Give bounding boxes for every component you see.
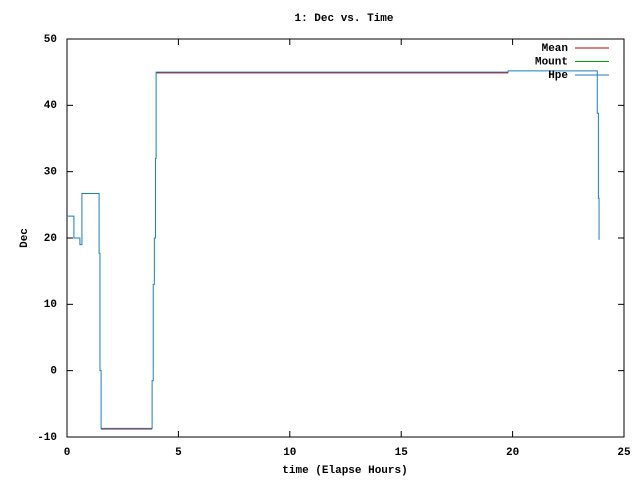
x-tick-label: 10 bbox=[283, 447, 296, 459]
x-tick-label: 15 bbox=[395, 447, 409, 459]
y-axis-label: Dec bbox=[19, 228, 31, 248]
y-tick-label: 40 bbox=[44, 100, 57, 112]
y-tick-label: 20 bbox=[44, 233, 57, 245]
series-line bbox=[67, 70, 600, 429]
series-line bbox=[101, 72, 509, 430]
x-tick-label: 20 bbox=[506, 447, 519, 459]
x-axis-label: time (Elapse Hours) bbox=[282, 465, 407, 477]
y-tick-label: 0 bbox=[50, 366, 57, 378]
chart-title: 1: Dec vs. Time bbox=[294, 13, 393, 25]
x-tick-label: 5 bbox=[175, 447, 182, 459]
y-tick-label: 30 bbox=[44, 167, 57, 179]
y-tick-label: 10 bbox=[44, 299, 57, 311]
x-tick-label: 25 bbox=[617, 447, 631, 459]
legend-label: Hpe bbox=[548, 70, 568, 82]
legend-label: Mean bbox=[542, 43, 568, 55]
y-tick-label: 50 bbox=[44, 34, 57, 46]
plot-frame bbox=[66, 38, 625, 438]
legend-label: Mount bbox=[535, 56, 568, 68]
x-tick-label: 0 bbox=[64, 447, 71, 459]
y-tick-label: -10 bbox=[37, 432, 57, 444]
